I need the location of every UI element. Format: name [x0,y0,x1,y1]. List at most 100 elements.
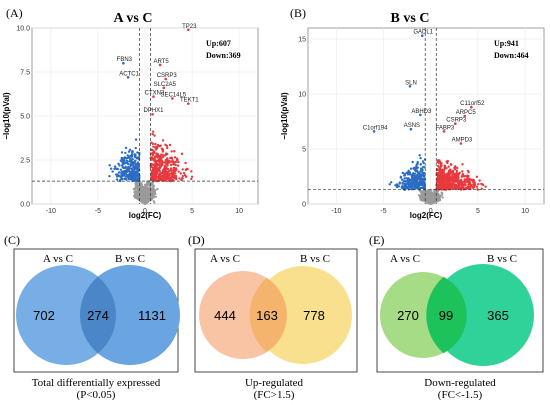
volcano-point-ns [153,201,156,204]
volcano-point-ns [154,195,158,198]
volcano-point-down [127,173,131,177]
venn-subcaption-d: (FC>1.5) [254,389,295,401]
x-tick-label: -10 [331,208,341,215]
volcano-point-down [407,180,410,183]
volcano-point-down [133,168,136,171]
volcano-point-down [130,178,134,181]
venn-caption-d: Up-regulated [245,377,304,389]
volcano-point-down [127,177,131,181]
volcano-point-up [169,167,173,170]
volcano-point-ns [441,193,444,197]
y-axis-label-b: −log10(pVal) [280,92,289,140]
panel-label-b: (B) [290,6,306,20]
volcano-point-ns [134,182,137,186]
gene-label: TEKT1 [180,98,199,104]
volcano-point-up [159,165,162,168]
volcano-point-down [126,161,129,165]
volcano-point-up [154,177,157,180]
volcano-point-up [176,164,180,167]
volcano-point-ns [145,188,148,191]
volcano-point-up [467,171,470,174]
volcano-point-up [175,178,178,181]
volcano-point-up [173,156,177,159]
volcano-point-down [126,154,129,157]
volcano-point-down [416,160,419,164]
volcano-point-down [121,157,124,160]
volcano-point-up [174,163,177,167]
volcano-point-up [443,167,446,170]
volcano-point-up [438,171,441,174]
grid-a [32,27,258,205]
volcano-point-up [460,185,463,189]
volcano-point-up [180,152,184,156]
volcano-point-down [111,170,114,173]
labeled-gene-point [420,34,424,37]
volcano-point-ns [141,188,144,191]
ticks-b: -10 -5 0 5 10 0 5 10 15 [298,37,529,216]
volcano-point-up [160,153,163,156]
volcano-point-ns [426,195,430,198]
volcano-point-ns [134,184,137,188]
volcano-point-up [455,169,459,172]
venn-overlap-count-d: 163 [256,308,278,323]
volcano-panel-b: (B) B vs C GADL1 SLN C11orf52 ARPC5 ABHD3 CSR… [280,6,545,220]
volcano-point-up [161,139,165,142]
volcano-point-down [406,186,410,189]
volcano-point-down [417,187,420,190]
volcano-point-down [419,180,423,184]
gene-label: C11orf52 [460,101,485,107]
volcano-point-down [421,179,424,183]
labeled-gene-point [152,95,155,98]
volcano-point-ns [433,191,437,194]
venn-overlap-count-c: 274 [87,308,109,323]
volcano-point-down [109,167,113,170]
volcano-point-ns [137,193,140,196]
volcano-point-down [130,163,134,166]
volcano-point-up [448,178,452,181]
volcano-point-up [173,150,176,153]
volcano-point-down [128,148,132,152]
volcano-point-down [116,175,119,178]
volcano-point-up [441,175,444,178]
volcano-point-up [441,168,444,171]
volcano-point-down [117,174,121,178]
volcano-point-up [178,177,181,180]
y-tick-label: 5 [302,147,306,154]
volcano-point-up [460,181,464,185]
volcano-point-down [124,170,127,173]
volcano-point-up [461,173,465,176]
volcano-point-ns [154,189,157,192]
gene-label: SEC14L5 [160,92,186,98]
volcano-point-up [445,182,448,186]
venn-panel-c: (C) A vs C B vs C 702 274 1131 Total dif… [4,233,180,401]
volcano-point-ns [141,186,144,189]
venn-subcaption-c: (P<0.05) [77,389,116,401]
volcano-point-up [449,184,452,188]
y-tick-label: 10.0 [16,26,30,33]
volcano-panel-a: (A) A vs C TP23 FBN3 ART5 ACTC1 CSRP3 SLC2A5 C… [2,6,259,220]
volcano-point-ns [146,190,149,194]
volcano-point-up [457,176,460,179]
volcano-point-down [121,170,124,173]
points-a [108,28,194,205]
plot-frame-b [307,27,545,205]
y-axis-label-a: −log10(pVal) [2,92,11,140]
labeled-gene-point [151,112,154,116]
volcano-point-down [413,172,417,175]
volcano-point-up [174,174,178,178]
venn-right-count-d: 778 [303,308,325,323]
volcano-point-up [475,175,479,179]
volcano-point-up [450,176,454,179]
volcano-point-up [442,184,446,188]
y-tick-label: 5.0 [20,114,30,121]
volcano-point-up [151,170,154,174]
volcano-point-ns [432,199,436,202]
volcano-point-down [114,173,118,176]
labeled-gene-point [372,130,376,133]
volcano-point-ns [145,201,148,204]
volcano-point-up [184,161,187,165]
volcano-point-up [169,178,172,182]
volcano-point-down [408,173,412,176]
volcano-point-up [158,175,162,178]
volcano-point-ns [424,200,427,203]
